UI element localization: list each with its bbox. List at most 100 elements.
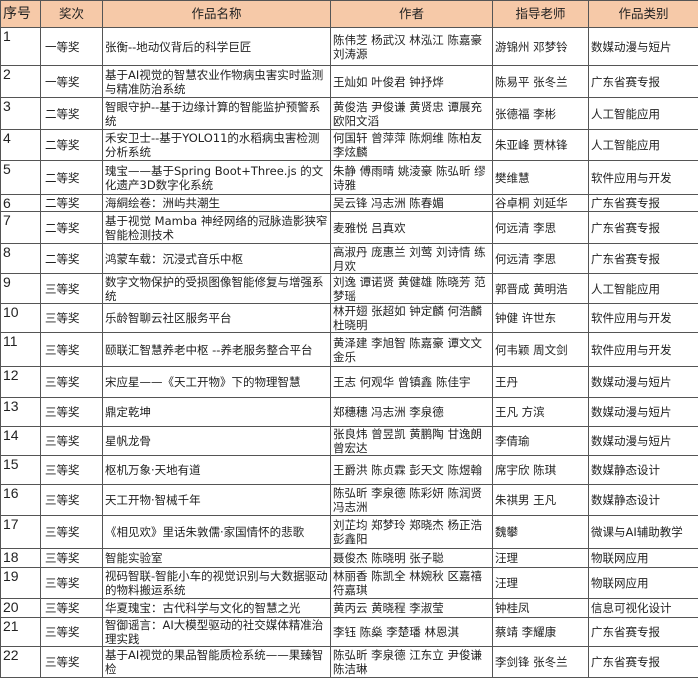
cell-category: 广东省赛专报 [589,66,698,98]
cell-award: 三等奖 [41,456,103,485]
cell-authors: 张良炜 曾昱凯 黄鹏陶 甘逸朗 曾宏达 [331,427,493,456]
cell-category: 数媒静态设计 [589,456,698,485]
cell-title: 禾安卫士--基于YOLO11的水稻病虫害检测分析系统 [103,130,331,161]
cell-category: 广东省赛专报 [589,647,698,678]
cell-authors: 刘芷均 郑梦玲 郑晓杰 杨正浩 彭鑫阳 [331,516,493,549]
cell-category: 软件应用与开发 [589,333,698,367]
cell-title: 智眼守护--基于边缘计算的智能监护预警系统 [103,98,331,130]
cell-no: 2 [1,66,41,98]
cell-title: 基于视觉 Mamba 神经网络的冠脉造影狭窄智能检测技术 [103,212,331,244]
cell-advisors: 王丹 [493,367,589,398]
cell-no: 8 [1,244,41,274]
cell-authors: 郑穗穗 冯志洲 李泉德 [331,398,493,427]
cell-award: 三等奖 [41,568,103,599]
cell-advisors: 李倩瑜 [493,427,589,456]
cell-award: 三等奖 [41,427,103,456]
cell-authors: 林开翅 张超如 钟定麟 何浩麟 杜晓明 [331,304,493,333]
cell-award: 三等奖 [41,647,103,678]
cell-award: 一等奖 [41,28,103,66]
cell-title: 瑰宝——基于Spring Boot+Three.js 的文化遗产3D数字化系统 [103,161,331,195]
cell-advisors: 谷卓桐 刘延华 [493,195,589,212]
cell-title: 海絧绘卷：洲屿共潮生 [103,195,331,212]
cell-no: 9 [1,274,41,304]
cell-advisors: 魏攀 [493,516,589,549]
cell-title: 基于AI视觉的果品智能质检系统——果臻智检 [103,647,331,678]
cell-award: 三等奖 [41,367,103,398]
cell-award: 三等奖 [41,333,103,367]
cell-award: 三等奖 [41,516,103,549]
cell-award: 二等奖 [41,130,103,161]
cell-title: 宋应星——《天工开物》下的物理智慧 [103,367,331,398]
cell-award: 二等奖 [41,195,103,212]
cell-title: 星帆龙骨 [103,427,331,456]
cell-no: 10 [1,304,41,333]
cell-title: 乐龄智聊云社区服务平台 [103,304,331,333]
cell-no: 17 [1,516,41,549]
cell-authors: 陈伟芝 杨武汉 林泓江 陈嘉豪 刘涛源 [331,28,493,66]
cell-advisors: 李剑锋 张冬兰 [493,647,589,678]
cell-advisors: 郭晋成 黄明浩 [493,274,589,304]
cell-advisors: 朱亚峰 贾林锋 [493,130,589,161]
cell-award: 三等奖 [41,398,103,427]
cell-advisors: 张德福 李彬 [493,98,589,130]
cell-authors: 黄丙云 黄晓程 李淑莹 [331,599,493,618]
cell-no: 16 [1,485,41,516]
cell-authors: 王灿如 叶俊君 钟抒烨 [331,66,493,98]
cell-authors: 聂俊杰 陈晓明 张子聪 [331,549,493,568]
cell-category: 数媒动漫与短片 [589,28,698,66]
cell-no: 3 [1,98,41,130]
cell-authors: 黄泽建 李旭智 陈嘉豪 谭文文 金乐 [331,333,493,367]
cell-category: 物联网应用 [589,549,698,568]
cell-advisors: 游锦州 邓梦铃 [493,28,589,66]
cell-authors: 林丽香 陈凯全 林婉秋 区嘉禧 符嘉琪 [331,568,493,599]
cell-category: 广东省赛专报 [589,244,698,274]
header-title: 作品名称 [103,1,331,28]
cell-title: 华夏瑰宝：古代科学与文化的智慧之光 [103,599,331,618]
cell-category: 微课与AI辅助教学 [589,516,698,549]
cell-advisors: 汪理 [493,568,589,599]
cell-authors: 吴云锋 冯志洲 陈春媚 [331,195,493,212]
cell-no: 4 [1,130,41,161]
cell-title: 基于AI视觉的智慧农业作物病虫害实时监测与精准防治系统 [103,66,331,98]
cell-authors: 麦雅悦 吕真欢 [331,212,493,244]
cell-authors: 高淑丹 庞惠兰 刘莺 刘诗情 练月欢 [331,244,493,274]
header-row: 序号 奖次 作品名称 作者 指导老师 作品类别 [1,1,698,28]
cell-no: 15 [1,456,41,485]
cell-award: 一等奖 [41,66,103,98]
cell-award: 三等奖 [41,549,103,568]
cell-title: 鸿蒙车载：沉浸式音乐中枢 [103,244,331,274]
cell-title: 智能实验室 [103,549,331,568]
cell-advisors: 何远清 李思 [493,212,589,244]
cell-title: 颐联汇智慧养老中枢 --养老服务整合平台 [103,333,331,367]
cell-award: 三等奖 [41,618,103,647]
cell-award: 二等奖 [41,161,103,195]
cell-category: 物联网应用 [589,568,698,599]
cell-no: 6 [1,195,41,212]
cell-authors: 陈弘昕 李泉德 江东立 尹俊谦 陈洁琳 [331,647,493,678]
header-category: 作品类别 [589,1,698,28]
cell-category: 软件应用与开发 [589,304,698,333]
cell-title: 数字文物保护的受损图像智能修复与增强系统 [103,274,331,304]
cell-authors: 李钰 陈燊 李楚璠 林恩淇 [331,618,493,647]
cell-category: 人工智能应用 [589,130,698,161]
cell-award: 三等奖 [41,485,103,516]
cell-category: 信息可视化设计 [589,599,698,618]
cell-advisors: 何远清 李思 [493,244,589,274]
cell-no: 19 [1,568,41,599]
cell-category: 数媒静态设计 [589,485,698,516]
cell-no: 22 [1,647,41,678]
